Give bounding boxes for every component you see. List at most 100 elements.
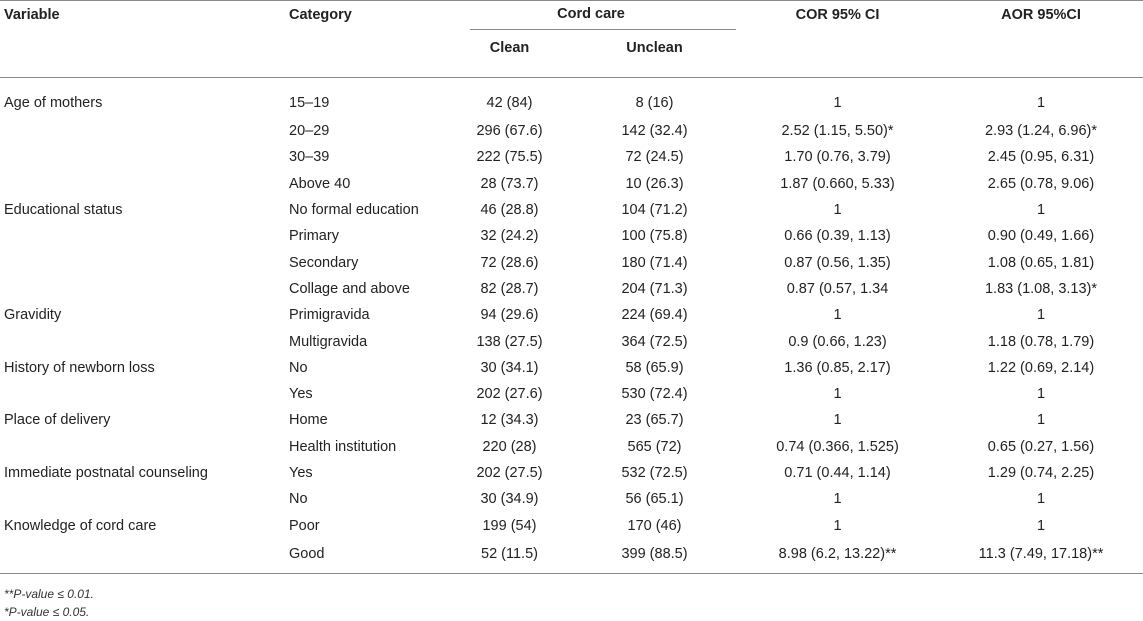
aor-cell: 2.93 (1.24, 6.96)* [984, 123, 1098, 140]
clean-cell: 202 (27.6) [476, 386, 543, 403]
category-cell: Yes [289, 465, 313, 481]
table-row: Yes 202 (27.6) 530 (72.4) 1 1 [0, 381, 1143, 407]
unclean-cell: 170 (46) [627, 517, 682, 534]
variable-cell [0, 434, 283, 460]
table-row: Place of delivery Home 12 (34.3) 23 (65.7) 1… [0, 407, 1143, 433]
aor-cell: 1 [1036, 412, 1046, 429]
header-cord-care-label: Cord care [557, 6, 625, 22]
variable-cell: Place of delivery [4, 412, 111, 429]
aor-cell: 1 [1036, 95, 1046, 111]
category-cell: Above 40 [289, 175, 351, 192]
variable-cell [0, 276, 283, 302]
footnote-p005: *P-value ≤ 0.05. [4, 605, 90, 619]
cor-cell: 1 [833, 491, 842, 508]
aor-cell: 1.22 (0.69, 2.14) [987, 359, 1095, 376]
aor-cell: 1.29 (0.74, 2.25) [987, 465, 1095, 481]
table-row: History of newborn loss No 30 (34.1) 58 (65… [0, 355, 1143, 381]
table-row: Collage and above 82 (28.7) 204 (71.3) 0.87… [0, 276, 1143, 302]
cor-cell: 0.87 (0.57, 1.34 [786, 280, 889, 297]
table-row: 20–29 296 (67.6) 142 (32.4) 2.52 (1.15, 5.5… [0, 118, 1143, 144]
table-row: Gravidity Primigravida 94 (29.6) 224 (69.4)… [0, 302, 1143, 328]
category-cell: Collage and above [289, 280, 410, 297]
cor-cell: 1.70 (0.76, 3.79) [784, 149, 891, 166]
cor-cell: 2.52 (1.15, 5.50)* [781, 123, 894, 140]
variable-cell: Knowledge of cord care [4, 517, 157, 534]
header-unclean: Unclean [626, 40, 683, 56]
clean-cell: 138 (27.5) [476, 333, 543, 350]
category-cell: Primigravida [289, 307, 370, 324]
variable-cell: History of newborn loss [4, 359, 155, 376]
table-row: Health institution 220 (28) 565 (72) 0.74 (… [0, 434, 1143, 460]
variable-cell [0, 118, 283, 144]
unclean-cell: 10 (26.3) [625, 175, 684, 192]
clean-cell: 32 (24.2) [480, 228, 539, 245]
cor-cell: 1 [833, 517, 842, 534]
header-divider [0, 65, 1143, 78]
cor-cell: 1 [833, 202, 842, 219]
variable-cell [0, 249, 283, 275]
category-cell: Secondary [289, 254, 359, 271]
table-body: Age of mothers 15–19 42 (84) 8 (16) 1 1 20–29 2… [0, 78, 1143, 574]
clean-cell: 30 (34.1) [480, 359, 539, 376]
table-row: No 30 (34.9) 56 (65.1) 1 1 [0, 486, 1143, 512]
variable-cell: Immediate postnatal counseling [4, 465, 208, 481]
variable-cell [0, 328, 283, 354]
aor-cell: 11.3 (7.49, 17.18)** [939, 538, 1143, 574]
unclean-cell: 532 (72.5) [621, 465, 688, 481]
unclean-cell: 56 (65.1) [625, 491, 684, 508]
unclean-cell: 104 (71.2) [621, 202, 688, 219]
unclean-cell: 399 (88.5) [573, 538, 737, 574]
table-row: Knowledge of cord care Poor 199 (54) 170 (4… [0, 512, 1143, 538]
header-aor: AOR 95%CI [939, 0, 1143, 65]
variable-cell: Age of mothers [4, 95, 103, 111]
category-cell: 30–39 [289, 149, 330, 166]
aor-cell: 1.18 (0.78, 1.79) [987, 333, 1095, 350]
clean-cell: 220 (28) [482, 438, 537, 455]
clean-cell: 222 (75.5) [476, 149, 543, 166]
cor-cell: 0.74 (0.366, 1.525) [776, 438, 899, 455]
header-cord-care: Cord care [446, 0, 737, 31]
cor-cell: 0.71 (0.44, 1.14) [784, 465, 891, 481]
aor-cell: 2.65 (0.78, 9.06) [987, 175, 1095, 192]
category-cell: Primary [289, 228, 339, 245]
variable-cell [0, 144, 283, 170]
unclean-cell: 58 (65.9) [625, 359, 684, 376]
category-cell: No [289, 491, 308, 508]
unclean-cell: 530 (72.4) [621, 386, 688, 403]
table-footnotes: **P-value ≤ 0.01. *P-value ≤ 0.05. [4, 585, 94, 621]
aor-cell: 0.65 (0.27, 1.56) [987, 438, 1095, 455]
clean-cell: 30 (34.9) [480, 491, 539, 508]
clean-cell: 42 (84) [486, 95, 533, 111]
clean-cell: 296 (67.6) [476, 123, 543, 140]
cor-cell: 1.87 (0.660, 5.33) [780, 175, 895, 192]
aor-cell: 0.90 (0.49, 1.66) [987, 228, 1095, 245]
aor-cell: 1.08 (0.65, 1.81) [987, 254, 1095, 271]
cor-cell: 1 [833, 307, 842, 324]
header-variable: Variable [0, 0, 283, 65]
unclean-cell: 364 (72.5) [621, 333, 688, 350]
clean-cell: 202 (27.5) [476, 465, 543, 481]
aor-cell: 1 [1036, 491, 1046, 508]
category-cell: Health institution [289, 438, 397, 455]
table-row: Multigravida 138 (27.5) 364 (72.5) 0.9 (0.6… [0, 328, 1143, 354]
aor-cell: 1 [1036, 386, 1046, 403]
aor-cell: 1.83 (1.08, 3.13)* [984, 280, 1098, 297]
table-row: Primary 32 (24.2) 100 (75.8) 0.66 (0.39, 1.… [0, 223, 1143, 249]
aor-cell: 1 [1036, 202, 1046, 219]
results-table: Variable Category Cord care COR 95% CI A… [0, 0, 1143, 574]
clean-cell: 12 (34.3) [480, 412, 539, 429]
clean-cell: 82 (28.7) [480, 280, 539, 297]
clean-cell: 52 (11.5) [446, 538, 573, 574]
unclean-cell: 23 (65.7) [625, 412, 684, 429]
unclean-cell: 100 (75.8) [621, 228, 688, 245]
cor-cell: 1 [833, 412, 842, 429]
variable-cell: Educational status [4, 202, 123, 219]
clean-cell: 28 (73.7) [480, 175, 539, 192]
table-row: Secondary 72 (28.6) 180 (71.4) 0.87 (0.56, … [0, 249, 1143, 275]
table-header: Variable Category Cord care COR 95% CI A… [0, 0, 1143, 78]
category-cell: Poor [289, 517, 320, 534]
variable-cell [0, 171, 283, 197]
header-clean: Clean [489, 40, 530, 56]
category-cell: Good [283, 538, 446, 574]
